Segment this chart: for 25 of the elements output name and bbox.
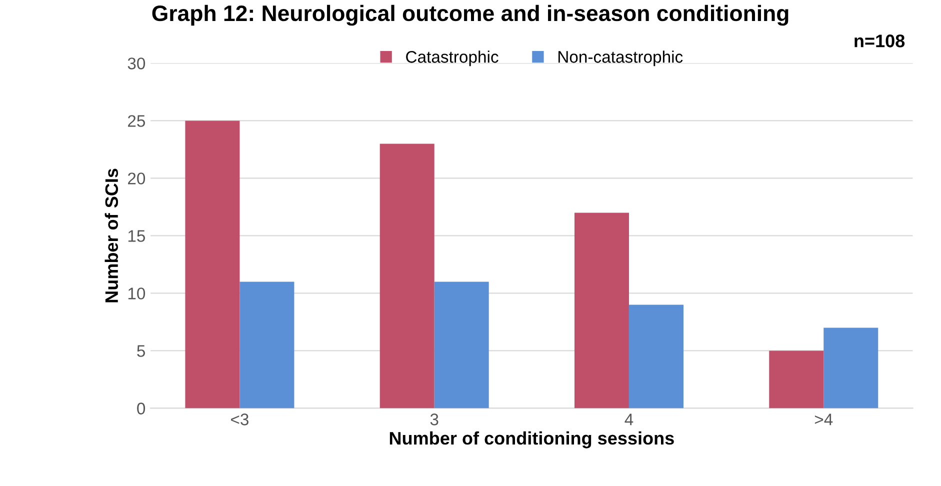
bar (185, 120, 240, 408)
x-tick-label: <3 (231, 414, 248, 426)
y-tick-label: 5 (137, 345, 145, 357)
y-tick-label: 25 (128, 115, 145, 127)
bar (240, 282, 294, 408)
x-tick-label: >4 (814, 414, 833, 426)
y-axis-title: Number of SCIs (104, 168, 118, 302)
bar (380, 144, 434, 408)
legend-label: Catastrophic (406, 50, 498, 66)
bar (574, 212, 629, 408)
y-tick-label: 0 (137, 402, 146, 414)
bar (824, 328, 878, 408)
text: n=108 (854, 34, 905, 48)
y-tick-label: 30 (128, 58, 146, 70)
y-tick-label: 20 (128, 172, 146, 184)
bar (434, 282, 489, 408)
x-tick-label: 4 (624, 414, 634, 426)
bar (769, 350, 824, 408)
bar (628, 304, 684, 408)
chart-title: Graph 12: Neurological outcome and in-season conditioning (152, 4, 788, 26)
y-tick-label: 10 (128, 288, 146, 300)
y-tick-label: 15 (128, 230, 145, 242)
x-tick-label: 3 (430, 414, 438, 426)
x-axis-title: Number of conditioning sessions (390, 431, 674, 448)
legend-label: Non-catastrophic (558, 50, 683, 66)
